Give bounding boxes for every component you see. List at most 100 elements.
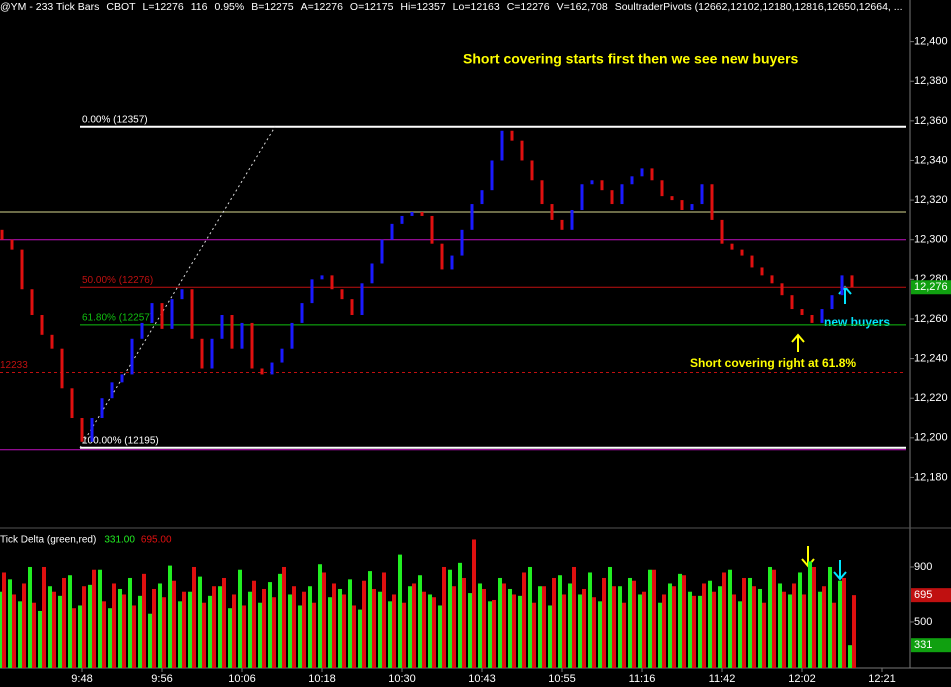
delta-bar [472, 539, 476, 668]
delta-bar [72, 608, 76, 668]
delta-bar [488, 601, 492, 668]
price-bar [60, 348, 64, 389]
price-bar [620, 184, 624, 205]
price-bar [290, 322, 294, 349]
price-bar [790, 295, 794, 310]
price-bar [550, 204, 554, 220]
delta-bar [398, 554, 402, 668]
price-bar [140, 322, 144, 339]
price-bar [760, 267, 764, 276]
price-bar [650, 168, 654, 181]
delta-bar [132, 605, 136, 668]
delta-bar [258, 602, 262, 668]
price-bar [160, 303, 164, 329]
delta-bar [462, 577, 466, 668]
delta-bar [718, 586, 722, 668]
delta-bar [602, 577, 606, 668]
delta-bar [158, 583, 162, 668]
delta-bar [108, 608, 112, 668]
delta-bar [442, 566, 446, 668]
delta-bar [102, 601, 106, 668]
delta-bar [28, 566, 32, 668]
price-bar [150, 303, 154, 323]
delta-bar [48, 586, 52, 668]
delta-bar [202, 602, 206, 668]
delta-bar [98, 569, 102, 668]
price-bar [210, 338, 214, 369]
delta-bar [402, 602, 406, 668]
price-bar [590, 180, 594, 185]
price-bar [420, 211, 424, 216]
delta-bar [528, 566, 532, 668]
delta-bar [128, 577, 132, 668]
price-bar [260, 368, 264, 375]
header-item: O=12175 [350, 1, 394, 13]
price-bar [300, 303, 304, 323]
delta-bar [282, 566, 286, 668]
price-bar [0, 229, 4, 240]
y-tick-label: 500 [914, 616, 932, 628]
delta-bar [748, 577, 752, 668]
last-value-box [911, 588, 951, 603]
price-bar [840, 275, 844, 296]
price-bar [750, 255, 754, 268]
price-bar [130, 338, 134, 375]
delta-bar [0, 591, 2, 668]
delta-bar [608, 566, 612, 668]
delta-bar [232, 594, 236, 668]
delta-bar [682, 575, 686, 668]
delta-bar [692, 595, 696, 668]
price-bar [630, 176, 634, 185]
header-item: V=162,708 [557, 1, 608, 13]
price-bar [680, 200, 684, 210]
price-bar [190, 289, 194, 339]
level-label: 50.00% (12276) [82, 275, 153, 286]
delta-bar [348, 579, 352, 668]
delta-bar [558, 575, 562, 668]
price-bar [350, 299, 354, 315]
price-bar [440, 243, 444, 270]
last-price-label: 12,276 [914, 281, 948, 293]
x-tick-label: 12:02 [788, 673, 816, 685]
price-bar [10, 239, 14, 250]
delta-bar [838, 580, 842, 668]
price-bar [120, 374, 124, 383]
delta-bar [278, 573, 282, 668]
delta-bar [712, 591, 716, 668]
header-item: A=12276 [301, 1, 343, 13]
price-bar [30, 289, 34, 315]
delta-bar [312, 602, 316, 668]
delta-bar [812, 566, 816, 668]
price-bar [830, 295, 834, 310]
delta-bar [272, 597, 276, 668]
annotation: Short covering right at 61.8% [690, 356, 856, 370]
delta-bar [652, 569, 656, 668]
x-tick-label: 11:16 [629, 673, 656, 685]
delta-bar [162, 597, 166, 668]
delta-bar [118, 588, 122, 668]
delta-bar [572, 566, 576, 668]
delta-bar [778, 583, 782, 668]
delta-bar [668, 583, 672, 668]
delta-bar [262, 588, 266, 668]
delta-bar [568, 583, 572, 668]
delta-bar [632, 580, 636, 668]
delta-bar [408, 586, 412, 668]
price-bar [710, 184, 714, 220]
x-tick-label: 10:43 [468, 673, 496, 685]
delta-bar [168, 565, 172, 668]
delta-bar [178, 601, 182, 668]
delta-bar [648, 569, 652, 668]
price-bar [80, 418, 84, 442]
level-label: 12233 [0, 360, 28, 371]
y-tick-label: 12,220 [914, 392, 948, 404]
delta-bar [22, 583, 26, 668]
delta-bar [772, 569, 776, 668]
legend-value: 695.00 [141, 535, 172, 546]
price-bar [70, 388, 74, 419]
price-bar [310, 279, 314, 304]
delta-bar [52, 591, 56, 668]
header-item: 116 [191, 1, 208, 13]
price-bar [270, 362, 274, 375]
